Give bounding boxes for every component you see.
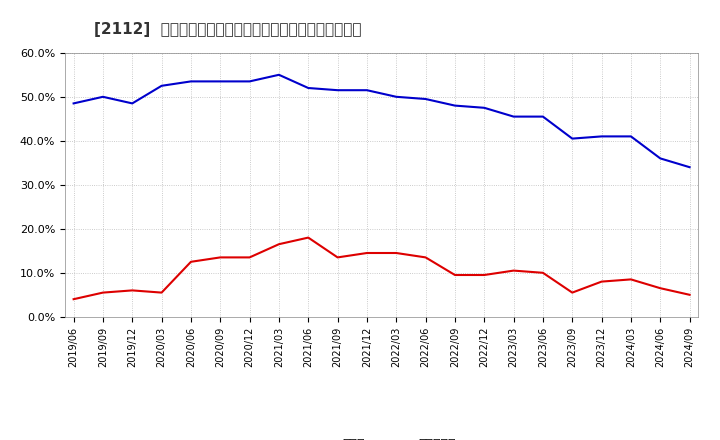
現預金 bbox=[246, 255, 254, 260]
有利子負債 bbox=[216, 79, 225, 84]
現預金 bbox=[274, 242, 283, 247]
現預金 bbox=[539, 270, 547, 275]
有利子負債 bbox=[480, 105, 489, 110]
現預金 bbox=[421, 255, 430, 260]
Line: 有利子負債: 有利子負債 bbox=[73, 75, 690, 167]
有利子負債 bbox=[626, 134, 635, 139]
有利子負債 bbox=[421, 96, 430, 102]
有利子負債 bbox=[509, 114, 518, 119]
有利子負債 bbox=[246, 79, 254, 84]
有利子負債 bbox=[363, 88, 372, 93]
有利子負債 bbox=[568, 136, 577, 141]
現預金 bbox=[186, 259, 195, 264]
現預金 bbox=[656, 286, 665, 291]
有利子負債 bbox=[99, 94, 107, 99]
現預金 bbox=[685, 292, 694, 297]
有利子負債 bbox=[656, 156, 665, 161]
有利子負債 bbox=[598, 134, 606, 139]
現預金 bbox=[568, 290, 577, 295]
現預金 bbox=[99, 290, 107, 295]
現預金 bbox=[598, 279, 606, 284]
現預金 bbox=[392, 250, 400, 256]
Text: [2112]  現預金、有利子負債の総資産に対する比率の推移: [2112] 現預金、有利子負債の総資産に対する比率の推移 bbox=[94, 22, 361, 37]
有利子負債 bbox=[451, 103, 459, 108]
現預金 bbox=[363, 250, 372, 256]
現預金 bbox=[333, 255, 342, 260]
有利子負債 bbox=[69, 101, 78, 106]
現預金 bbox=[451, 272, 459, 278]
現預金 bbox=[480, 272, 489, 278]
有利子負債 bbox=[333, 88, 342, 93]
有利子負債 bbox=[157, 83, 166, 88]
現預金 bbox=[157, 290, 166, 295]
現預金 bbox=[69, 297, 78, 302]
有利子負債 bbox=[392, 94, 400, 99]
Line: 現預金: 現預金 bbox=[73, 238, 690, 299]
有利子負債 bbox=[128, 101, 137, 106]
現預金 bbox=[626, 277, 635, 282]
現預金 bbox=[128, 288, 137, 293]
現預金 bbox=[304, 235, 312, 240]
有利子負債 bbox=[539, 114, 547, 119]
現預金 bbox=[509, 268, 518, 273]
有利子負債 bbox=[685, 165, 694, 170]
Legend: 現預金, 有利子負債: 現預金, 有利子負債 bbox=[302, 433, 461, 440]
有利子負債 bbox=[304, 85, 312, 91]
有利子負債 bbox=[186, 79, 195, 84]
有利子負債 bbox=[274, 72, 283, 77]
現預金 bbox=[216, 255, 225, 260]
